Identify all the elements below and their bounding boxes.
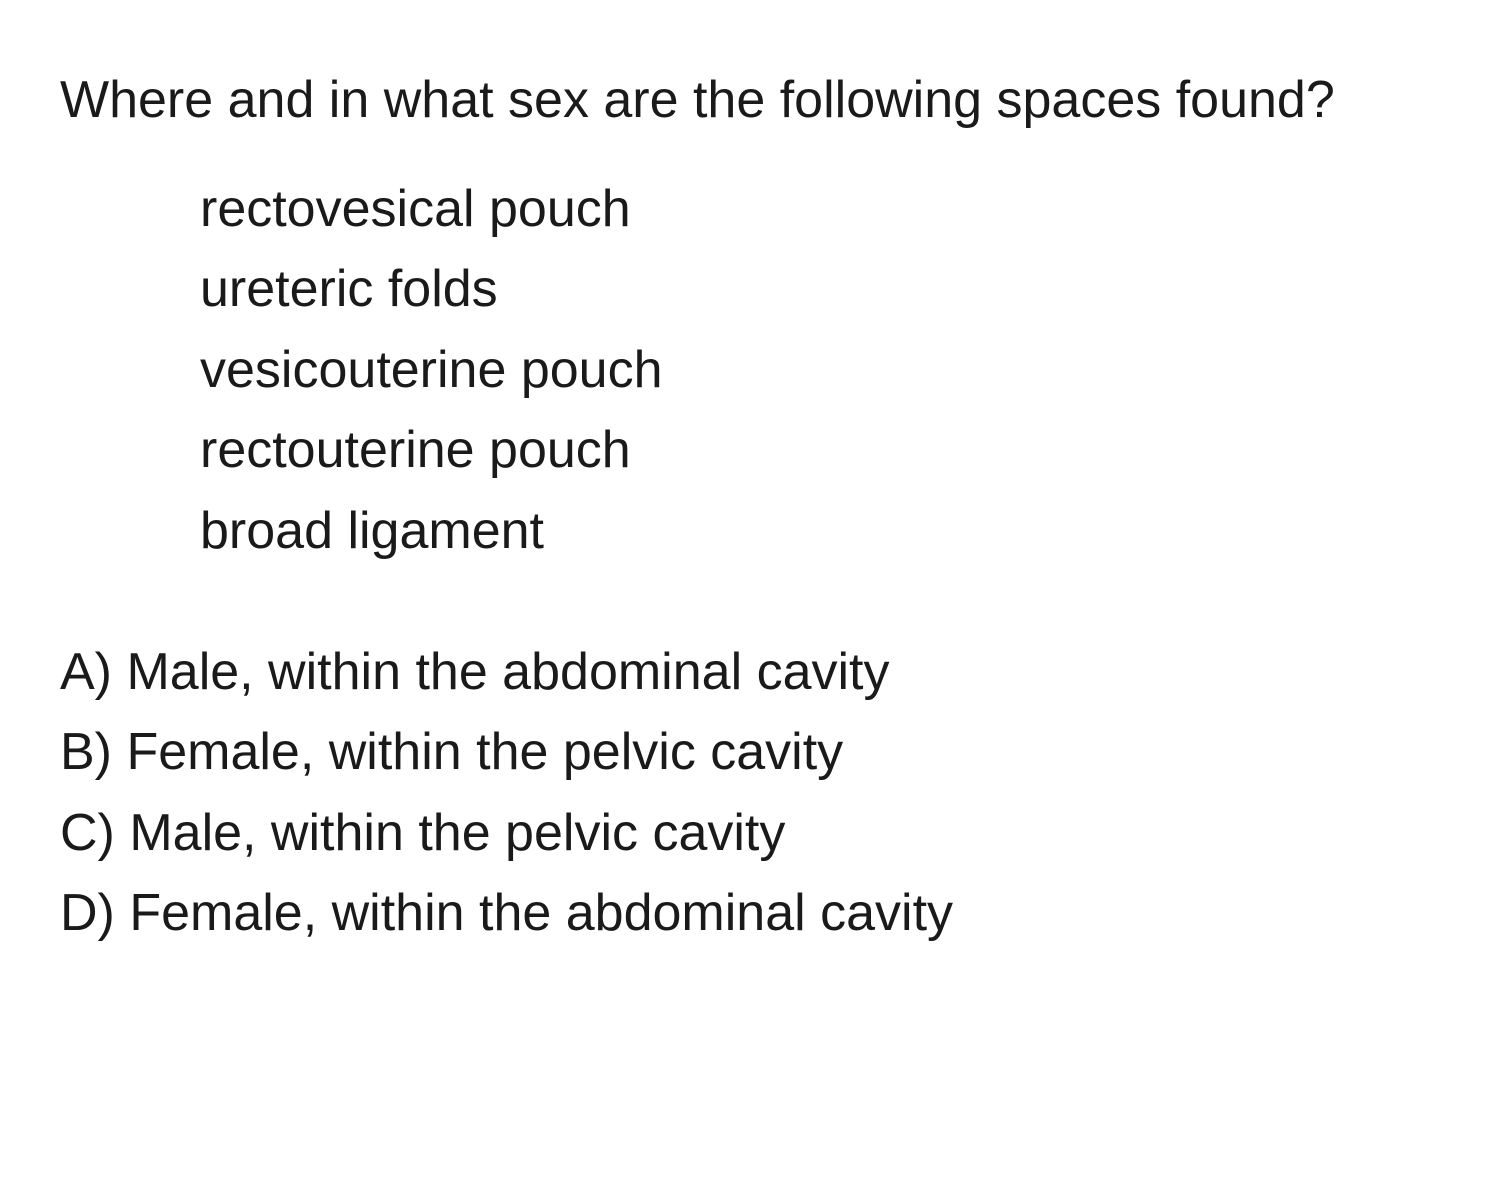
question-sub-list: rectovesical pouch ureteric folds vesico… xyxy=(60,169,1440,572)
option-letter: A) xyxy=(60,632,126,713)
option-text: Female, within the abdominal cavity xyxy=(129,873,953,954)
list-item: rectouterine pouch xyxy=(200,410,1440,491)
option-letter: B) xyxy=(60,712,126,793)
option-b: B) Female, within the pelvic cavity xyxy=(60,712,1440,793)
option-letter: C) xyxy=(60,793,129,874)
question-stem: Where and in what sex are the following … xyxy=(60,60,1440,141)
list-item: rectovesical pouch xyxy=(200,169,1440,250)
question-page: Where and in what sex are the following … xyxy=(0,0,1500,1014)
list-item: broad ligament xyxy=(200,491,1440,572)
list-item: vesicouterine pouch xyxy=(200,330,1440,411)
option-c: C) Male, within the pelvic cavity xyxy=(60,793,1440,874)
answer-options: A) Male, within the abdominal cavity B) … xyxy=(60,632,1440,954)
option-a: A) Male, within the abdominal cavity xyxy=(60,632,1440,713)
option-text: Male, within the pelvic cavity xyxy=(129,793,785,874)
option-text: Female, within the pelvic cavity xyxy=(126,712,843,793)
option-text: Male, within the abdominal cavity xyxy=(126,632,889,713)
option-d: D) Female, within the abdominal cavity xyxy=(60,873,1440,954)
list-item: ureteric folds xyxy=(200,249,1440,330)
option-letter: D) xyxy=(60,873,129,954)
